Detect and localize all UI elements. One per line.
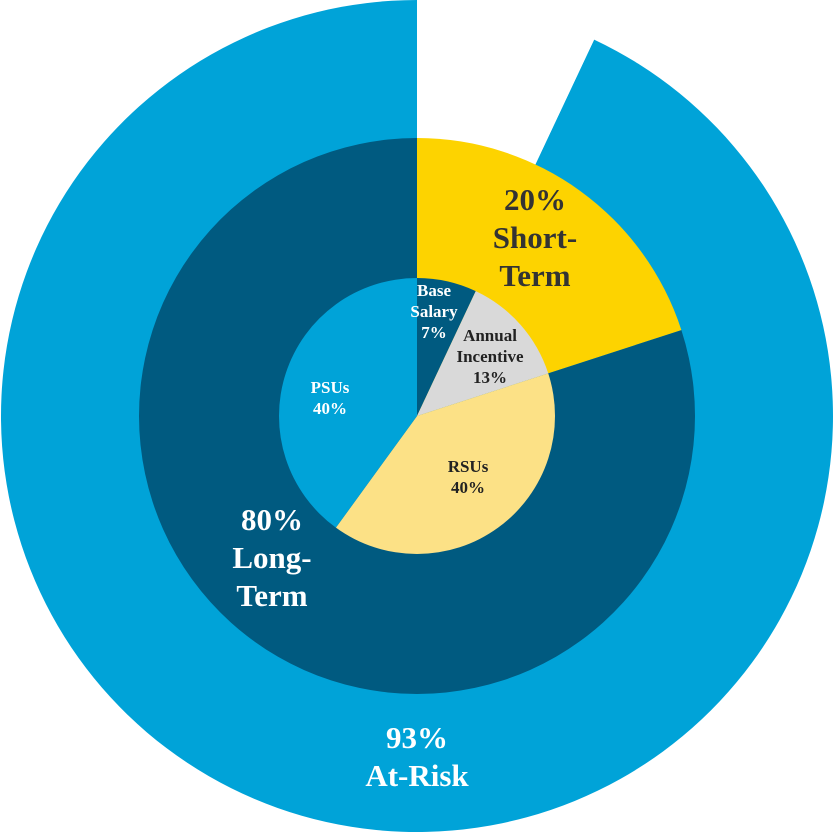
inner-slice-0-label: Base Salary 7%: [410, 281, 458, 342]
inner-ring-slice-2: [335, 373, 556, 555]
middle-slice-1-label: 80% Long-Term: [232, 502, 311, 613]
inner-ring-slice-1: [417, 291, 549, 416]
inner-slice-1-label: Annual Incentive 13%: [456, 326, 524, 387]
inner-slice-3-label: PSUs 40%: [311, 378, 350, 418]
inner-ring-slice-0: [417, 278, 476, 416]
outer-slice-0-label: 93% At-Risk: [365, 720, 469, 793]
inner-ring-slice-3: [278, 278, 417, 528]
inner-slice-2-label: RSUs 40%: [448, 457, 489, 497]
middle-slice-0-label: 20% Short-Term: [493, 182, 577, 293]
